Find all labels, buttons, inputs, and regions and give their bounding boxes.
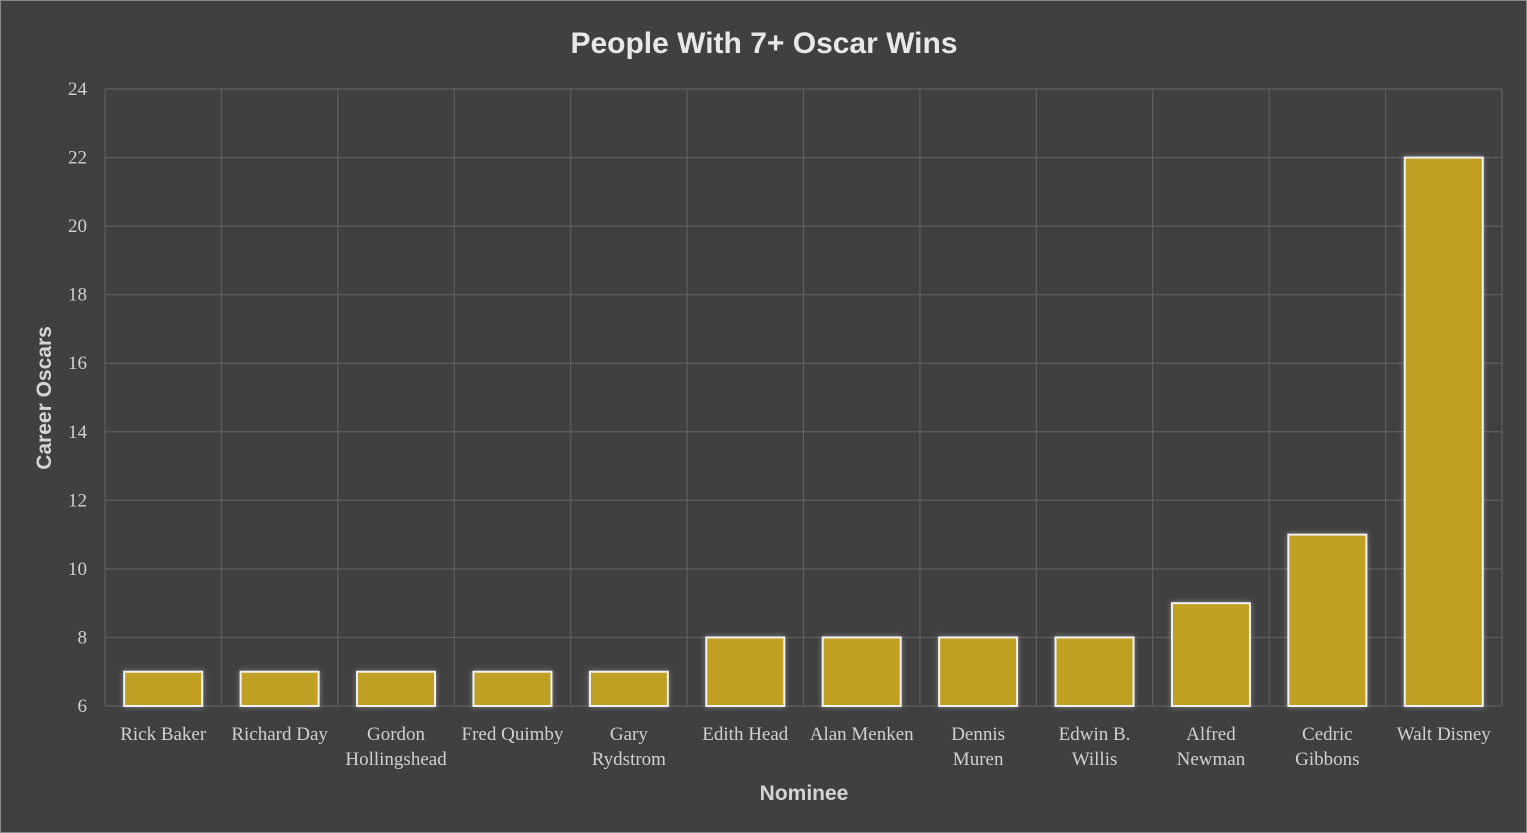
- y-tick-label: 16: [68, 353, 87, 374]
- x-tick-label-line: Edith Head: [702, 724, 789, 745]
- bar: [123, 670, 204, 708]
- y-tick-label: 20: [68, 216, 87, 237]
- x-tick-label-line: Edwin B.: [1059, 724, 1131, 745]
- x-tick-label-line: Alan Menken: [810, 724, 914, 745]
- x-tick-label-line: Hollingshead: [345, 749, 447, 770]
- x-tick-label: Cedric Gibbons: [1295, 724, 1359, 770]
- x-tick-label-line: Gordon: [367, 724, 426, 745]
- y-tick-label: 22: [68, 148, 87, 169]
- x-tick-label-line: Gary: [610, 724, 648, 745]
- x-tick-label-line: Rydstrom: [592, 749, 666, 770]
- x-tick-label-line: Dennis: [951, 724, 1005, 745]
- x-tick-label-line: Willis: [1072, 749, 1118, 770]
- x-tick-label: Rick Baker: [120, 724, 207, 745]
- x-tick-label-line: Cedric: [1302, 724, 1353, 745]
- x-tick-label: Dennis Muren: [951, 724, 1005, 770]
- x-tick-label-line: Rick Baker: [120, 724, 207, 745]
- y-tick-label: 24: [68, 79, 88, 100]
- bar: [821, 636, 902, 708]
- x-tick-label-line: Richard Day: [231, 724, 328, 745]
- y-axis-title: Career Oscars: [33, 326, 56, 470]
- x-tick-label: Walt Disney: [1397, 724, 1491, 745]
- bars: [123, 156, 1484, 708]
- x-tick-label: Edwin B. Willis: [1059, 724, 1131, 770]
- y-tick-label: 14: [68, 422, 88, 443]
- x-axis-title: Nominee: [760, 782, 849, 805]
- bar: [472, 670, 553, 708]
- bar: [356, 670, 437, 708]
- bar: [588, 670, 669, 708]
- bar: [1054, 636, 1135, 708]
- x-tick-label: Fred Quimby: [462, 724, 564, 745]
- y-tick-label: 6: [78, 696, 88, 717]
- x-axis-ticks: Rick Baker Richard Day Gordon Hollingshead F…: [120, 724, 1491, 770]
- x-tick-label-line: Walt Disney: [1397, 724, 1491, 745]
- y-tick-label: 8: [78, 627, 88, 648]
- x-tick-label: Edith Head: [702, 724, 789, 745]
- y-axis-ticks: 6 8 10 12 14 16 18 20 22 24: [68, 79, 88, 717]
- bar: [1170, 602, 1251, 708]
- y-tick-label: 18: [68, 285, 87, 306]
- x-tick-label: Alfred Newman: [1177, 724, 1246, 770]
- chart-title: People With 7+ Oscar Wins: [570, 27, 957, 60]
- x-tick-label: Richard Day: [231, 724, 328, 745]
- y-tick-label: 12: [68, 490, 87, 511]
- x-tick-label-line: Newman: [1177, 749, 1246, 770]
- x-tick-label-line: Fred Quimby: [462, 724, 564, 745]
- x-tick-label-line: Gibbons: [1295, 749, 1359, 770]
- gridlines: [104, 88, 1503, 707]
- x-tick-label: Gary Rydstrom: [592, 724, 666, 770]
- bar: [1403, 156, 1484, 708]
- bar: [938, 636, 1019, 708]
- x-tick-label-line: Muren: [953, 749, 1004, 770]
- y-tick-label: 10: [68, 559, 87, 580]
- bar: [1287, 533, 1368, 707]
- bar: [239, 670, 320, 708]
- x-tick-label: Gordon Hollingshead: [345, 724, 447, 770]
- bar: [705, 636, 786, 708]
- x-tick-label-line: Alfred: [1186, 724, 1236, 745]
- x-tick-label: Alan Menken: [810, 724, 914, 745]
